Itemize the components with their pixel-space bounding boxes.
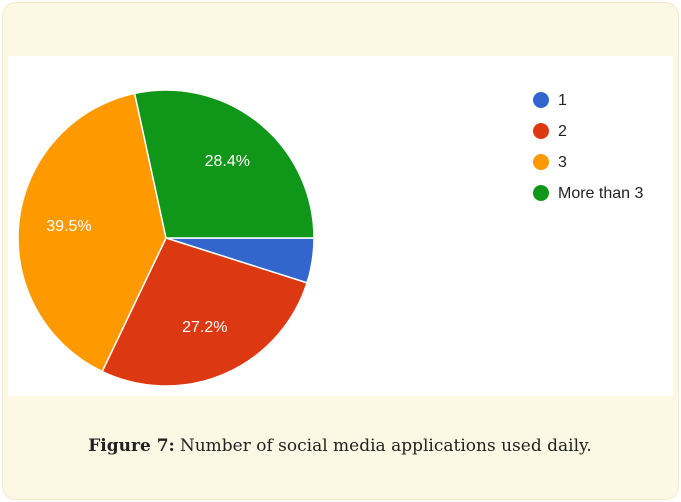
- pie-slice: [17, 92, 167, 373]
- caption-text: Number of social media applications used…: [180, 436, 592, 456]
- caption-label: Figure 7:: [88, 436, 175, 456]
- slice-label: 27.2%: [182, 319, 227, 336]
- slice-label: 39.5%: [46, 218, 91, 235]
- pie-slice: [101, 237, 308, 387]
- pie-slice: [133, 89, 315, 239]
- legend-label: 2: [558, 123, 567, 140]
- legend-label: 3: [558, 154, 567, 171]
- legend-label: More than 3: [558, 185, 643, 202]
- slice-label: 28.4%: [205, 153, 250, 170]
- legend-marker: [533, 92, 549, 108]
- legend-marker: [533, 154, 549, 170]
- caption: Figure 7: Number of social media applicat…: [88, 436, 592, 456]
- legend-label: 1: [558, 92, 567, 109]
- legend-marker: [533, 185, 549, 201]
- legend-marker: [533, 123, 549, 139]
